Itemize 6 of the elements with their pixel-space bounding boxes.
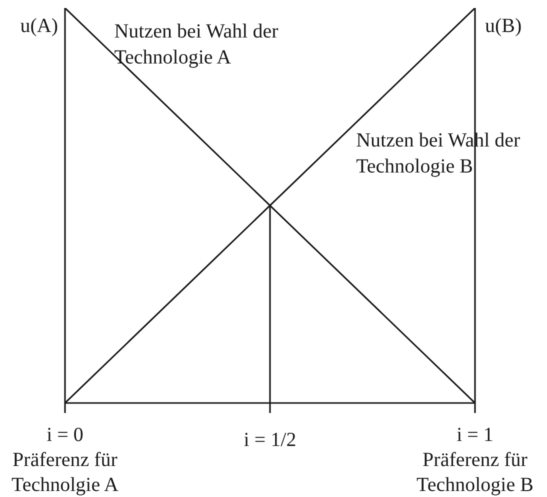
y2-axis-title: u(B) bbox=[485, 15, 522, 37]
x-tick-label: i = 0 Präferenz für Technolgie A bbox=[12, 424, 120, 496]
x-tick-label: i = 1 Präferenz für Technologie B bbox=[416, 424, 534, 496]
x-tick-label: i = 1/2 bbox=[244, 429, 296, 451]
series-label: Nutzen bei Wahl der Technologie A bbox=[114, 20, 279, 68]
y-axis-title: u(A) bbox=[20, 15, 58, 37]
